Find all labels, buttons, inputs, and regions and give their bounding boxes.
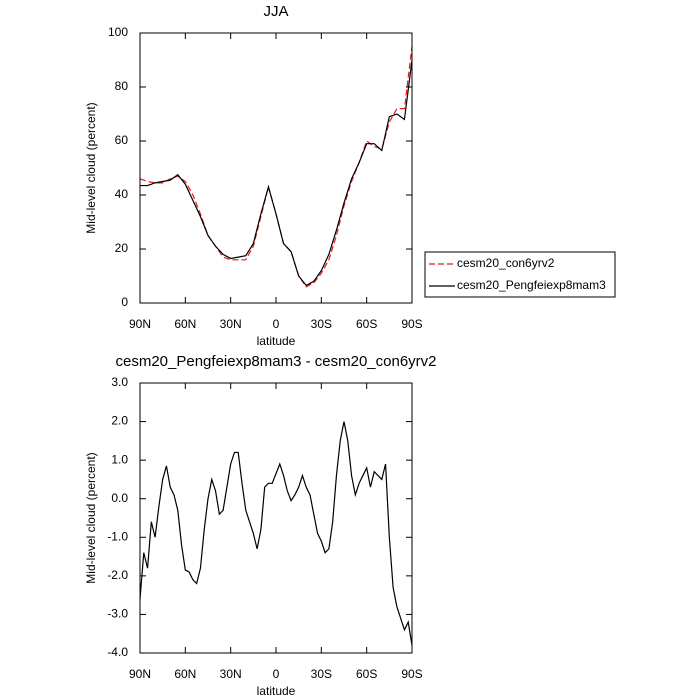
- y-tick-label: 3.0: [111, 375, 128, 389]
- x-tick-label: 90S: [401, 317, 422, 331]
- x-tick-label: 30N: [220, 317, 242, 331]
- x-tick-label: 60N: [174, 317, 196, 331]
- y-axis-label: Mid-level cloud (percent): [84, 102, 98, 233]
- plot-frame: [139, 382, 413, 654]
- y-tick-label: 0.0: [111, 491, 128, 505]
- y-tick-label: 0: [121, 295, 128, 309]
- x-axis-label: latitude: [257, 334, 296, 348]
- y-tick-label: 40: [115, 187, 129, 201]
- x-tick-label: 0: [273, 317, 280, 331]
- x-tick-label: 90N: [129, 317, 151, 331]
- plot-frame: [139, 32, 413, 304]
- panel: cesm20_Pengfeiexp8mam3 - cesm20_con6yrv2…: [84, 353, 436, 698]
- y-tick-label: 2.0: [111, 414, 128, 428]
- y-tick-label: 60: [115, 133, 129, 147]
- x-tick-label: 60S: [356, 667, 377, 681]
- chart-title: cesm20_Pengfeiexp8mam3 - cesm20_con6yrv2: [116, 353, 437, 370]
- y-tick-label: -2.0: [107, 568, 128, 582]
- y-tick-label: -1.0: [107, 529, 128, 543]
- x-tick-label: 60S: [356, 317, 377, 331]
- y-axis-label: Mid-level cloud (percent): [84, 452, 98, 583]
- y-tick-label: -4.0: [107, 645, 128, 659]
- x-tick-label: 60N: [174, 667, 196, 681]
- y-tick-label: 20: [115, 241, 129, 255]
- y-tick-label: 80: [115, 79, 129, 93]
- x-tick-label: 30S: [311, 667, 332, 681]
- y-tick-label: 1.0: [111, 452, 128, 466]
- x-tick-label: 0: [273, 667, 280, 681]
- legend-label: cesm20_Pengfeiexp8mam3: [457, 278, 606, 292]
- y-tick-label: -3.0: [107, 607, 128, 621]
- x-axis-label: latitude: [257, 684, 296, 698]
- x-tick-label: 90N: [129, 667, 151, 681]
- chart-title: JJA: [263, 3, 288, 20]
- x-tick-label: 30N: [220, 667, 242, 681]
- data-line: [139, 46, 413, 288]
- data-line: [139, 421, 413, 646]
- x-tick-label: 90S: [401, 667, 422, 681]
- legend-box: [424, 251, 616, 298]
- panel: JJA 0 20 40 60 80 100 90N 60N 30N 0 30S 60S 90S latitu…: [84, 3, 616, 348]
- y-tick-label: 100: [108, 25, 128, 39]
- x-tick-label: 30S: [311, 317, 332, 331]
- data-line: [140, 59, 413, 287]
- legend-label: cesm20_con6yrv2: [457, 256, 555, 270]
